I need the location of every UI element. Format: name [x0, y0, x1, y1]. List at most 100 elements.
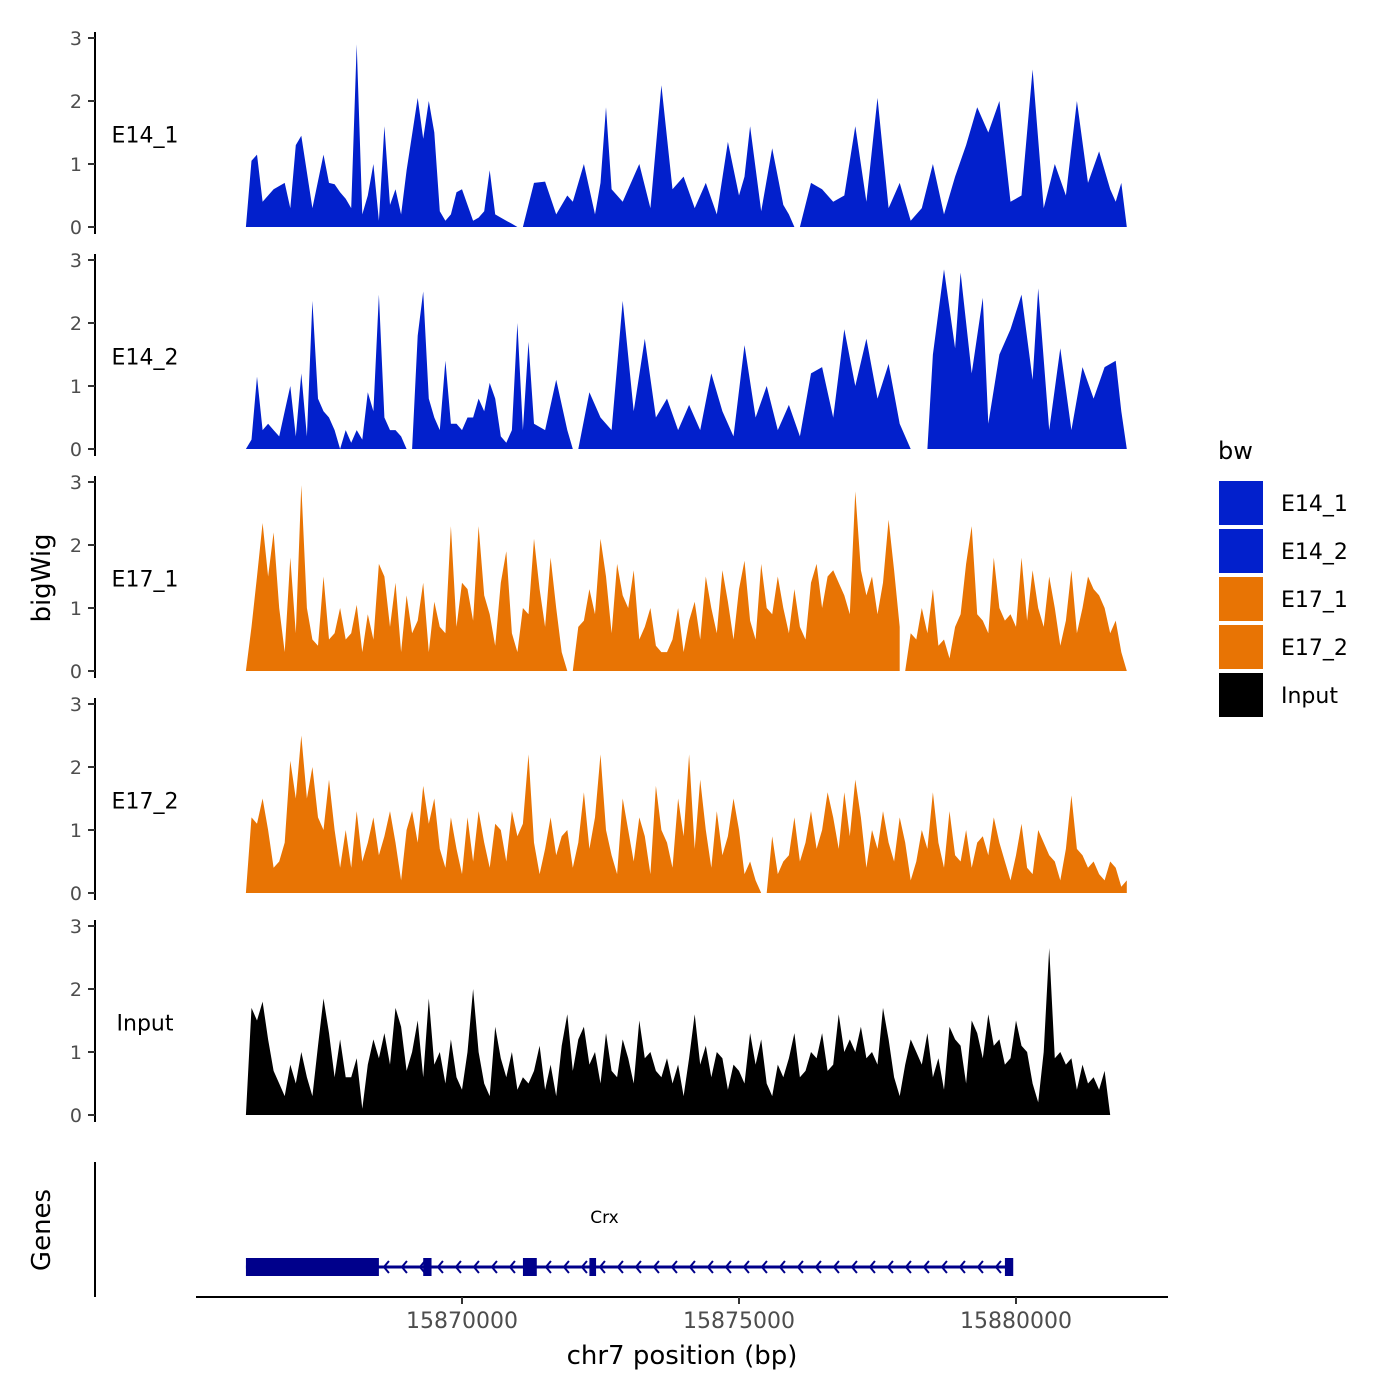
legend-swatch	[1219, 529, 1263, 573]
y-tick-label: 2	[70, 979, 82, 1001]
strand-arrow	[472, 1260, 480, 1274]
track-label: Input	[117, 1012, 174, 1037]
legend-swatch	[1219, 481, 1263, 525]
legend-swatch	[1219, 577, 1263, 621]
strand-arrow	[760, 1260, 768, 1274]
track-area-E14_2	[412, 291, 573, 449]
gene-exon	[1004, 1258, 1014, 1276]
strand-arrow	[724, 1260, 732, 1274]
track-label: E14_1	[112, 124, 179, 149]
gene-exon	[522, 1258, 537, 1276]
y-tick-label: 0	[70, 883, 82, 905]
strand-arrow	[652, 1260, 660, 1274]
track-label: E17_2	[112, 790, 179, 815]
track-area-E17_2	[245, 735, 762, 893]
y-tick-label: 1	[70, 376, 82, 398]
tracks-layer: 0 1 2 3 E14_1 0 1 2 3 E14_2 0 1 2 3 E17_1 0 1 2 3 E17_2 0 1 2 3…	[70, 28, 1127, 1127]
strand-arrow	[616, 1260, 624, 1274]
legend: bw E14_1 E14_2 E17_1 E17_2 Input	[1218, 437, 1348, 717]
track-area-E17_1	[245, 485, 568, 671]
strand-arrow	[940, 1260, 948, 1274]
strand-arrow	[634, 1260, 642, 1274]
y-tick-label: 2	[70, 535, 82, 557]
strand-arrow	[814, 1260, 822, 1274]
track-area-E14_2	[578, 300, 911, 449]
legend-entry-label: Input	[1281, 684, 1338, 709]
strand-arrow	[832, 1260, 840, 1274]
track-Input: 0 1 2 3 Input	[70, 916, 1111, 1127]
track-area-E14_1	[245, 44, 518, 227]
track-label: E17_1	[112, 568, 179, 593]
strand-arrow	[436, 1260, 444, 1274]
legend-title: bw	[1218, 437, 1253, 465]
y-tick-label: 0	[70, 661, 82, 683]
strand-arrow	[454, 1260, 462, 1274]
y-tick-label: 3	[70, 472, 82, 494]
gene-exon	[589, 1258, 597, 1276]
x-axis: 15870000 15875000 15880000	[196, 1296, 1168, 1334]
track-E14_2: 0 1 2 3 E14_2	[70, 250, 1127, 461]
track-area-E14_2	[927, 269, 1127, 449]
y-tick-label: 1	[70, 820, 82, 842]
track-area-E14_1	[799, 69, 1127, 227]
strand-arrow	[562, 1260, 570, 1274]
y-tick-label: 0	[70, 217, 82, 239]
gene-exon	[245, 1258, 379, 1276]
strand-arrow	[778, 1260, 786, 1274]
legend-entry-label: E17_1	[1281, 588, 1348, 613]
x-tick-label: 15875000	[683, 1309, 795, 1334]
legend-swatch	[1219, 625, 1263, 669]
gene-exon	[423, 1258, 432, 1276]
y-tick-label: 3	[70, 916, 82, 938]
track-area-E17_2	[766, 779, 1127, 893]
strand-arrow	[598, 1260, 606, 1274]
strand-arrow	[904, 1260, 912, 1274]
genes-panel: Crx	[94, 1162, 1014, 1297]
track-E14_1: 0 1 2 3 E14_1	[70, 28, 1127, 239]
strand-arrow	[508, 1260, 516, 1274]
strand-arrow	[958, 1260, 966, 1274]
track-E17_2: 0 1 2 3 E17_2	[70, 694, 1127, 905]
gene-name-label: Crx	[590, 1208, 618, 1228]
strand-arrow	[688, 1260, 696, 1274]
strand-arrow	[742, 1260, 750, 1274]
x-tick-label: 15870000	[406, 1309, 518, 1334]
track-area-E17_1	[905, 526, 1127, 671]
strand-arrow	[886, 1260, 894, 1274]
track-area-E14_2	[245, 294, 407, 449]
track-area-E14_1	[522, 85, 795, 227]
strand-arrow	[796, 1260, 804, 1274]
legend-entry-label: E14_1	[1281, 492, 1348, 517]
x-axis-title: chr7 position (bp)	[567, 1341, 798, 1371]
y-tick-label: 0	[70, 1105, 82, 1127]
track-area-E17_1	[572, 491, 900, 671]
strand-arrow	[706, 1260, 714, 1274]
strand-arrow	[850, 1260, 858, 1274]
legend-swatch	[1219, 673, 1263, 717]
strand-arrow	[994, 1260, 1002, 1274]
y-tick-label: 2	[70, 91, 82, 113]
track-area-Input	[245, 948, 1111, 1115]
genes-panel-title: Genes	[27, 1189, 57, 1271]
y-tick-label: 0	[70, 439, 82, 461]
strand-arrow	[976, 1260, 984, 1274]
y-tick-label: 3	[70, 694, 82, 716]
y-tick-label: 2	[70, 757, 82, 779]
track-label: E14_2	[112, 346, 179, 371]
legend-entry-label: E17_2	[1281, 636, 1348, 661]
strand-arrow	[922, 1260, 930, 1274]
strand-arrow	[868, 1260, 876, 1274]
y-tick-label: 2	[70, 313, 82, 335]
strand-arrow	[670, 1260, 678, 1274]
x-tick-label: 15880000	[960, 1309, 1072, 1334]
strand-arrow	[580, 1260, 588, 1274]
y-tick-label: 1	[70, 154, 82, 176]
y-tick-label: 3	[70, 250, 82, 272]
y-tick-label: 3	[70, 28, 82, 50]
y-tick-label: 1	[70, 598, 82, 620]
y-axis-title: bigWig	[27, 533, 57, 622]
strand-arrow	[382, 1260, 390, 1274]
legend-entry-label: E14_2	[1281, 540, 1348, 565]
strand-arrow	[400, 1260, 408, 1274]
